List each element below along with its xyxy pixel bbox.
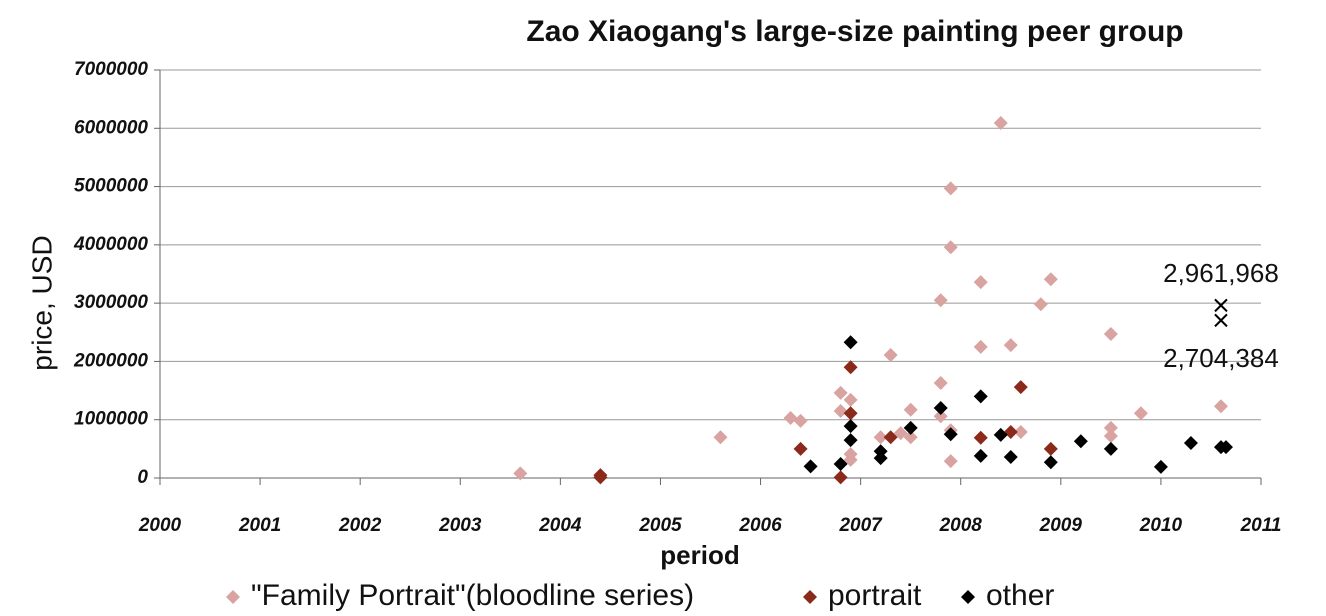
point xyxy=(1213,399,1228,414)
y-tick-label: 0 xyxy=(137,467,148,488)
point xyxy=(843,406,858,421)
x-tick-label: 2008 xyxy=(939,515,983,536)
point xyxy=(833,470,848,485)
point xyxy=(593,470,608,485)
point xyxy=(1003,338,1018,353)
point xyxy=(883,348,898,363)
legend-marker xyxy=(803,590,817,604)
x-tick-label: 2003 xyxy=(438,515,482,536)
point xyxy=(1013,380,1028,395)
point xyxy=(1003,424,1018,439)
point xyxy=(793,441,808,456)
point xyxy=(933,401,948,416)
annotation-label: 2,961,968 xyxy=(1163,258,1279,288)
point xyxy=(1103,429,1118,444)
point xyxy=(973,339,988,354)
point xyxy=(713,430,728,445)
point xyxy=(1183,436,1198,451)
x-tick-label: 2010 xyxy=(1139,515,1183,536)
x-tick-label: 2011 xyxy=(1240,515,1282,536)
point xyxy=(843,419,858,434)
point xyxy=(943,427,958,442)
y-axis-label: price, USD xyxy=(26,235,57,370)
point xyxy=(513,466,528,481)
point xyxy=(833,403,848,418)
point xyxy=(1043,455,1058,470)
point xyxy=(903,430,918,445)
point xyxy=(783,410,798,425)
legend-marker xyxy=(226,590,240,604)
point xyxy=(933,293,948,308)
y-tick-label: 7000000 xyxy=(74,59,148,80)
point xyxy=(943,454,958,469)
point xyxy=(973,275,988,290)
x-axis-label: period xyxy=(660,540,739,570)
x-tick-label: 2006 xyxy=(738,515,782,536)
point xyxy=(943,240,958,255)
chart-title: Zao Xiaogang's large-size painting peer … xyxy=(526,15,1183,48)
point xyxy=(1153,459,1168,474)
point xyxy=(933,375,948,390)
point xyxy=(1103,441,1118,456)
y-tick-label: 2000000 xyxy=(73,350,148,371)
legend-marker xyxy=(961,590,975,604)
point xyxy=(1103,327,1118,342)
point xyxy=(1043,441,1058,456)
x-tick-label: 2001 xyxy=(238,515,281,536)
point xyxy=(973,448,988,463)
point xyxy=(993,116,1008,131)
point xyxy=(1073,434,1088,449)
point xyxy=(833,457,848,472)
point xyxy=(843,360,858,375)
annotation-marker xyxy=(1214,298,1228,313)
point xyxy=(1043,272,1058,287)
point xyxy=(1103,420,1118,435)
y-tick-label: 4000000 xyxy=(73,234,148,255)
point xyxy=(1033,297,1048,312)
point xyxy=(903,420,918,435)
point xyxy=(973,430,988,445)
y-tick-label: 5000000 xyxy=(74,176,148,197)
legend-label: other xyxy=(986,579,1054,612)
point xyxy=(993,427,1008,442)
y-tick-label: 3000000 xyxy=(74,292,148,313)
point xyxy=(973,389,988,404)
y-tick-label: 1000000 xyxy=(74,409,148,430)
legend-label: portrait xyxy=(828,579,922,612)
annotation-marker xyxy=(1214,313,1228,328)
annotation-label: 2,704,384 xyxy=(1163,343,1279,373)
x-tick-label: 2009 xyxy=(1039,515,1083,536)
x-tick-label: 2000 xyxy=(138,515,182,536)
point xyxy=(833,385,848,400)
point xyxy=(793,413,808,428)
point xyxy=(1133,406,1148,421)
point xyxy=(1013,424,1028,439)
x-tick-label: 2002 xyxy=(338,515,382,536)
y-tick-label: 6000000 xyxy=(74,117,148,138)
x-tick-label: 2004 xyxy=(538,515,582,536)
point xyxy=(1218,440,1233,455)
point xyxy=(933,409,948,424)
point xyxy=(903,402,918,417)
point xyxy=(943,181,958,196)
legend-label: "Family Portrait"(bloodline series) xyxy=(251,579,694,612)
point xyxy=(843,335,858,350)
point xyxy=(1003,450,1018,465)
point xyxy=(893,426,908,441)
point xyxy=(843,433,858,448)
x-tick-label: 2005 xyxy=(638,515,682,536)
point xyxy=(803,459,818,474)
point xyxy=(873,430,888,445)
point xyxy=(843,392,858,407)
x-tick-label: 2007 xyxy=(838,515,883,536)
point xyxy=(843,452,858,467)
point xyxy=(883,430,898,445)
point xyxy=(873,451,888,466)
